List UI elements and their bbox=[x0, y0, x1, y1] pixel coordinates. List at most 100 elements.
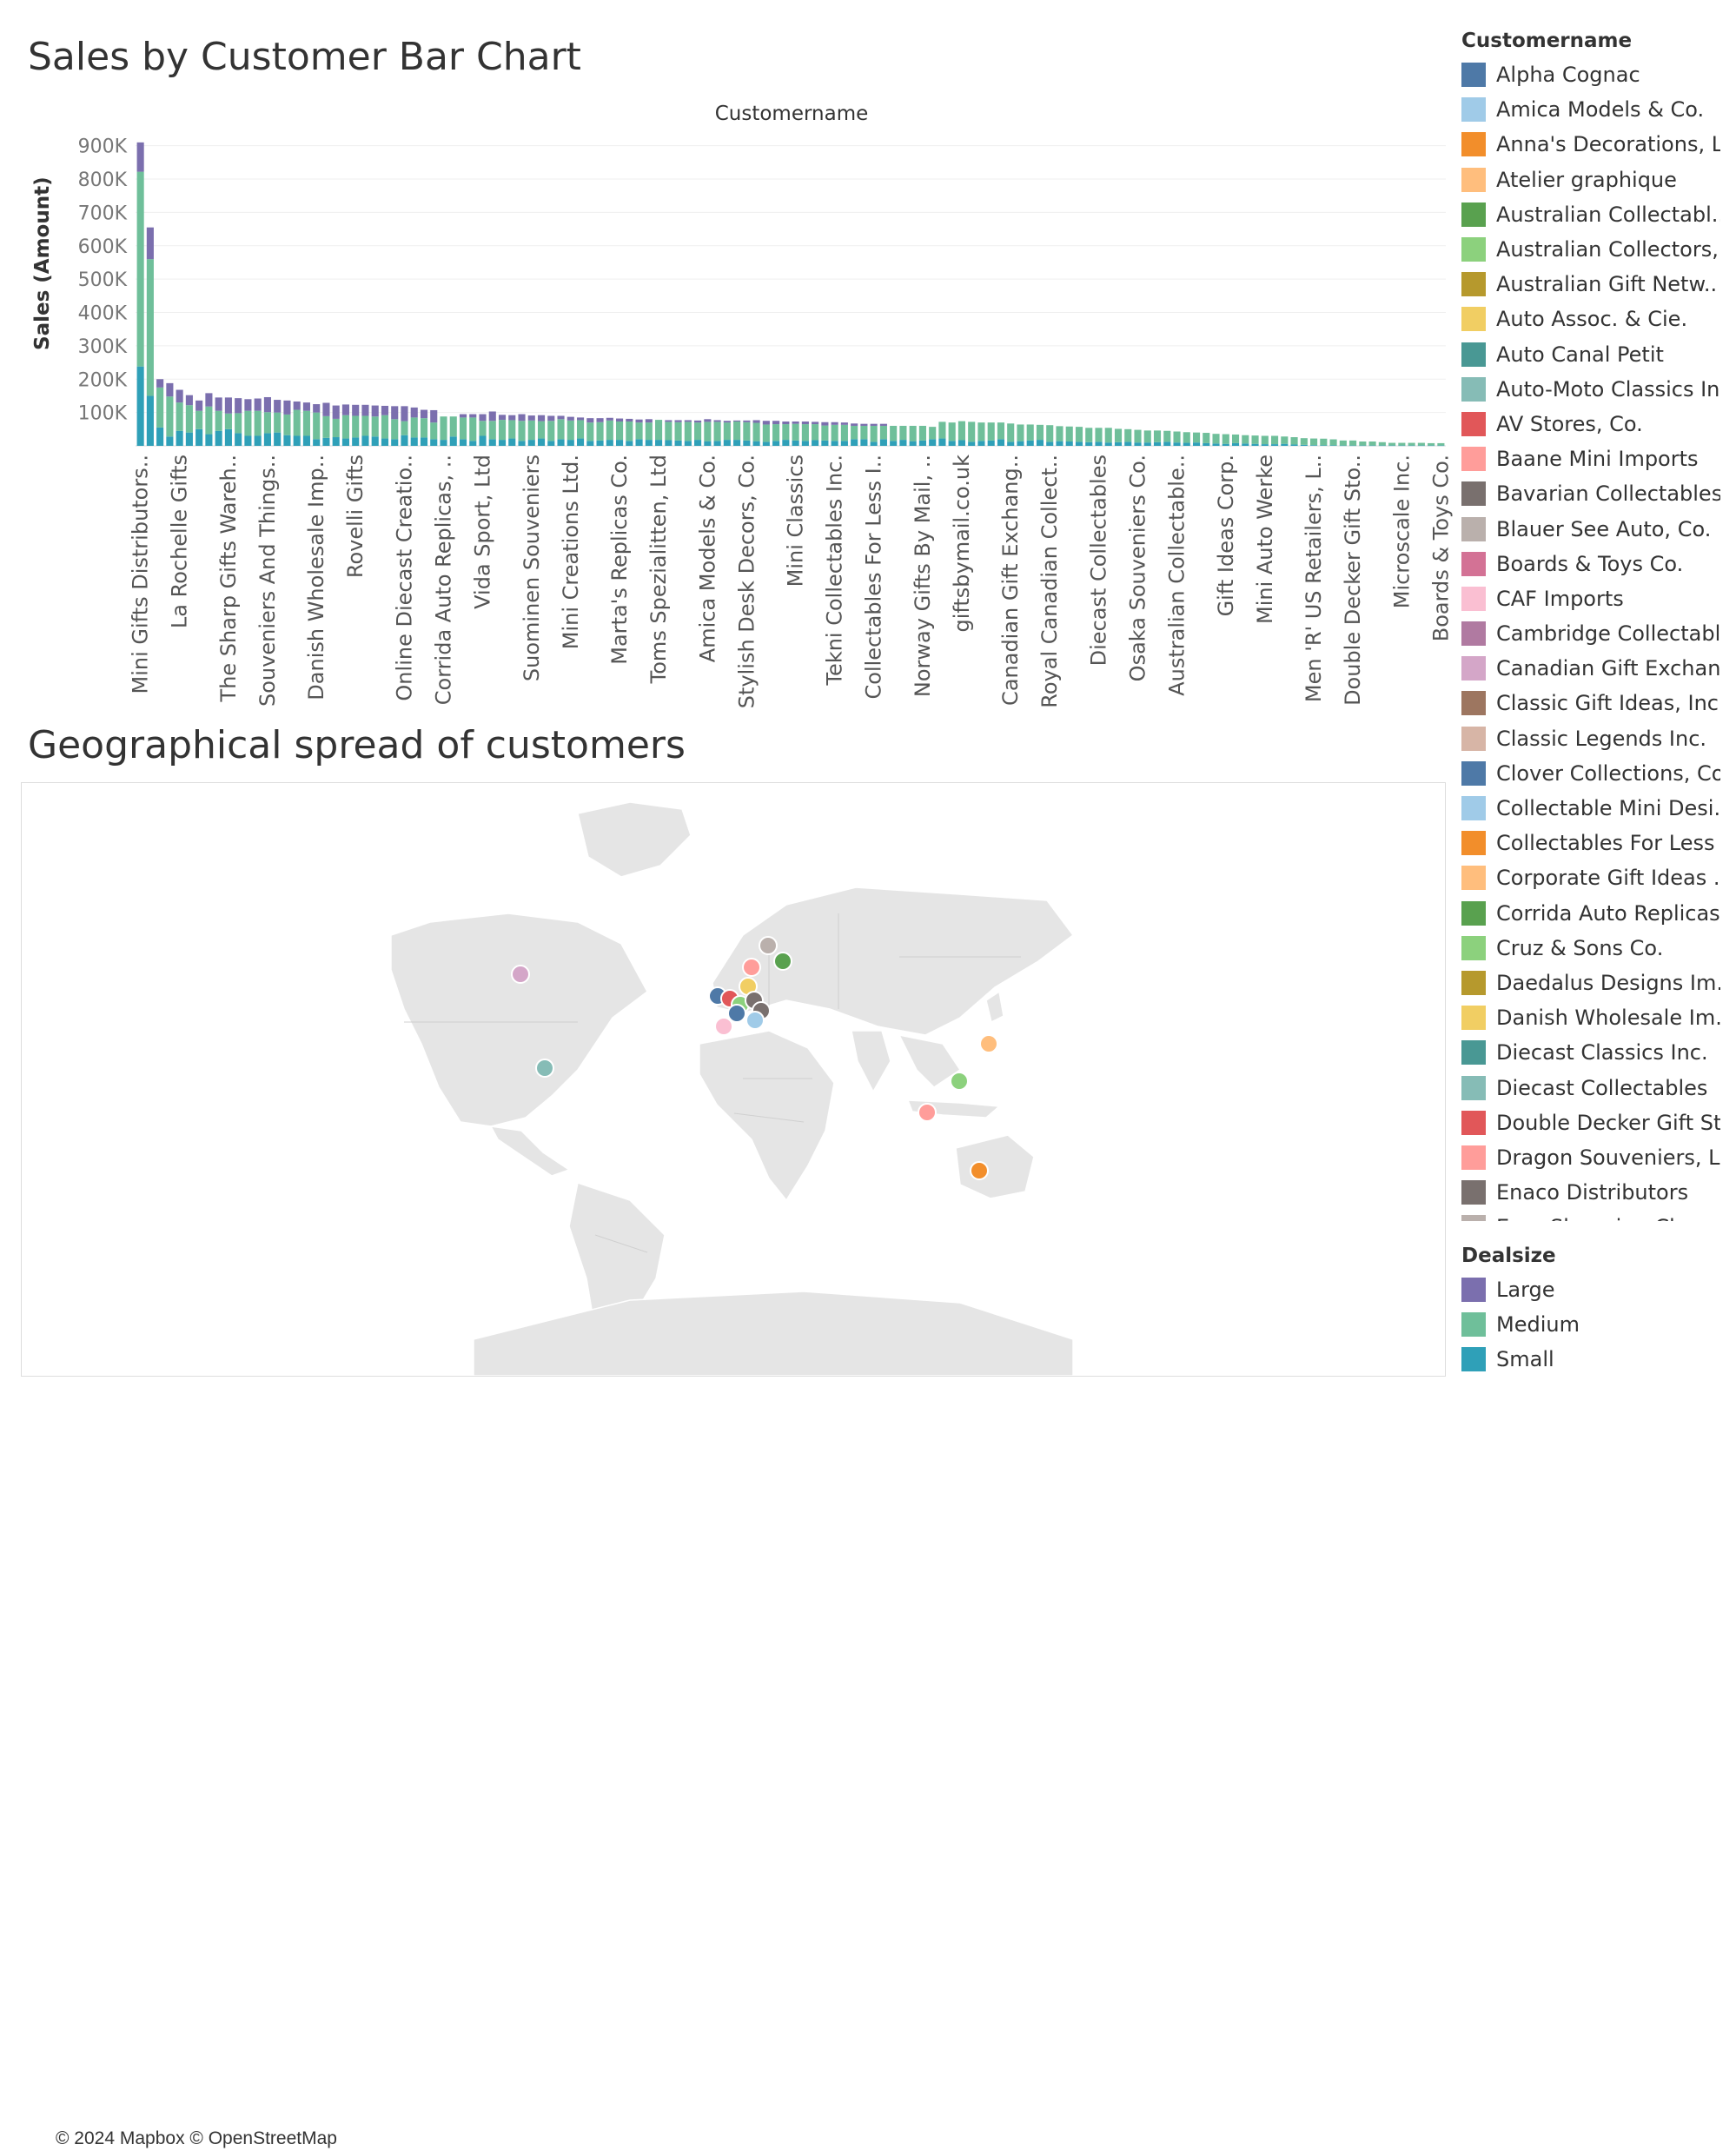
bar-segment-small[interactable] bbox=[674, 440, 682, 446]
bar-segment-large[interactable] bbox=[831, 422, 838, 425]
bar-segment-small[interactable] bbox=[1095, 441, 1103, 446]
bar-segment-large[interactable] bbox=[674, 420, 682, 422]
customer-legend-item[interactable]: Daedalus Designs Im.. bbox=[1461, 966, 1722, 1000]
bar-segment-large[interactable] bbox=[626, 418, 633, 422]
bar-segment-medium[interactable] bbox=[840, 424, 848, 441]
bar-segment-large[interactable] bbox=[274, 400, 282, 413]
customer-legend-item[interactable]: Danish Wholesale Im.. bbox=[1461, 1000, 1722, 1035]
bar-segment-medium[interactable] bbox=[1212, 434, 1220, 444]
bar-segment-medium[interactable] bbox=[1388, 442, 1396, 446]
bar-segment-medium[interactable] bbox=[1143, 430, 1151, 443]
bar-segment-large[interactable] bbox=[498, 415, 507, 421]
bar-segment-large[interactable] bbox=[254, 398, 262, 411]
bar-segment-small[interactable] bbox=[938, 438, 946, 446]
customer-marker-france[interactable] bbox=[727, 1004, 746, 1023]
bar-segment-medium[interactable] bbox=[1163, 430, 1171, 442]
bar-segment-medium[interactable] bbox=[302, 410, 310, 436]
bar-segment-small[interactable] bbox=[1134, 442, 1142, 446]
bar-segment-medium[interactable] bbox=[341, 415, 350, 439]
bar-segment-small[interactable] bbox=[1124, 441, 1132, 446]
bar-segment-large[interactable] bbox=[812, 422, 819, 425]
bar-segment-medium[interactable] bbox=[371, 416, 379, 437]
bar-segment-medium[interactable] bbox=[263, 412, 271, 434]
bar-segment-large[interactable] bbox=[557, 415, 565, 420]
bar-segment-medium[interactable] bbox=[449, 416, 457, 437]
bar-segment-small[interactable] bbox=[440, 440, 447, 446]
bar-segment-large[interactable] bbox=[263, 396, 271, 413]
bar-segment-small[interactable] bbox=[655, 440, 663, 446]
bar-segment-small[interactable] bbox=[518, 441, 526, 446]
bar-segment-medium[interactable] bbox=[801, 424, 809, 441]
bar-segment-medium[interactable] bbox=[586, 422, 594, 441]
bar-segment-small[interactable] bbox=[801, 441, 809, 446]
bar-segment-small[interactable] bbox=[430, 439, 438, 446]
bar-segment-small[interactable] bbox=[851, 439, 858, 446]
bar-segment-medium[interactable] bbox=[283, 414, 291, 435]
customer-legend-item[interactable]: Cruz & Sons Co. bbox=[1461, 931, 1722, 966]
bar-segment-small[interactable] bbox=[1417, 445, 1425, 447]
bar-segment-small[interactable] bbox=[860, 439, 868, 446]
customer-legend-item[interactable]: Double Decker Gift St.. bbox=[1461, 1105, 1722, 1140]
bar-segment-medium[interactable] bbox=[576, 420, 585, 439]
bar-segment-small[interactable] bbox=[469, 441, 477, 446]
bar-segment-medium[interactable] bbox=[1104, 428, 1112, 443]
bar-segment-medium[interactable] bbox=[410, 417, 418, 438]
bar-segment-medium[interactable] bbox=[313, 412, 321, 440]
bar-segment-medium[interactable] bbox=[361, 415, 369, 436]
bar-segment-small[interactable] bbox=[244, 435, 252, 446]
bar-segment-large[interactable] bbox=[665, 420, 673, 422]
bar-segment-small[interactable] bbox=[313, 439, 321, 446]
customer-legend-item[interactable]: Atelier graphique bbox=[1461, 163, 1722, 197]
bar-segment-large[interactable] bbox=[420, 409, 428, 419]
bar-segment-large[interactable] bbox=[146, 227, 154, 260]
bar-segment-small[interactable] bbox=[283, 435, 291, 446]
bar-segment-medium[interactable] bbox=[430, 422, 438, 440]
bar-segment-large[interactable] bbox=[235, 398, 242, 414]
bar-segment-medium[interactable] bbox=[322, 415, 330, 438]
bar-segment-small[interactable] bbox=[586, 441, 594, 446]
bar-segment-small[interactable] bbox=[1007, 441, 1015, 446]
bar-segment-medium[interactable] bbox=[185, 405, 193, 433]
bar-segment-large[interactable] bbox=[537, 415, 546, 422]
bar-segment-medium[interactable] bbox=[1368, 441, 1376, 446]
bar-segment-medium[interactable] bbox=[1124, 428, 1132, 442]
bar-segment-small[interactable] bbox=[527, 440, 535, 446]
bar-segment-small[interactable] bbox=[772, 441, 780, 446]
bar-segment-large[interactable] bbox=[430, 409, 438, 423]
bar-segment-medium[interactable] bbox=[1095, 428, 1103, 442]
bar-segment-medium[interactable] bbox=[812, 424, 819, 441]
customer-legend-item[interactable]: CAF Imports bbox=[1461, 581, 1722, 616]
bar-segment-large[interactable] bbox=[391, 406, 399, 420]
bar-segment-medium[interactable] bbox=[381, 415, 389, 439]
bar-segment-large[interactable] bbox=[606, 417, 613, 421]
bar-segment-small[interactable] bbox=[498, 440, 507, 446]
bar-segment-small[interactable] bbox=[752, 441, 760, 446]
customer-legend-item[interactable]: Clover Collections, Co. bbox=[1461, 756, 1722, 791]
bar-segment-medium[interactable] bbox=[508, 420, 516, 439]
bar-segment-large[interactable] bbox=[488, 411, 496, 422]
bar-segment-medium[interactable] bbox=[616, 421, 624, 441]
bar-segment-large[interactable] bbox=[752, 420, 760, 423]
bar-segment-large[interactable] bbox=[156, 379, 164, 388]
bar-segment-medium[interactable] bbox=[1359, 441, 1367, 446]
bar-segment-small[interactable] bbox=[977, 441, 985, 446]
bar-segment-medium[interactable] bbox=[488, 421, 496, 440]
dealsize-legend[interactable]: Dealsize Large Medium Small bbox=[1461, 1245, 1722, 1378]
bar-segment-medium[interactable] bbox=[1231, 434, 1240, 443]
bar-segment-medium[interactable] bbox=[1339, 440, 1347, 446]
bar-segment-medium[interactable] bbox=[626, 421, 633, 441]
bar-segment-small[interactable] bbox=[352, 437, 360, 446]
bar-segment-medium[interactable] bbox=[772, 424, 780, 441]
bar-segment-medium[interactable] bbox=[1134, 429, 1142, 443]
bar-segment-small[interactable] bbox=[1300, 444, 1308, 446]
bar-segment-medium[interactable] bbox=[1251, 435, 1259, 444]
bar-segment-medium[interactable] bbox=[1428, 442, 1435, 446]
bar-segment-small[interactable] bbox=[146, 395, 154, 446]
bar-segment-medium[interactable] bbox=[1046, 425, 1054, 442]
bar-segment-small[interactable] bbox=[968, 441, 976, 446]
customer-legend-item[interactable]: Corrida Auto Replicas.. bbox=[1461, 896, 1722, 931]
bar-segment-small[interactable] bbox=[1017, 441, 1024, 446]
bar-segment-medium[interactable] bbox=[1173, 431, 1181, 443]
bar-segment-medium[interactable] bbox=[645, 422, 653, 441]
bar-segment-medium[interactable] bbox=[469, 417, 477, 441]
